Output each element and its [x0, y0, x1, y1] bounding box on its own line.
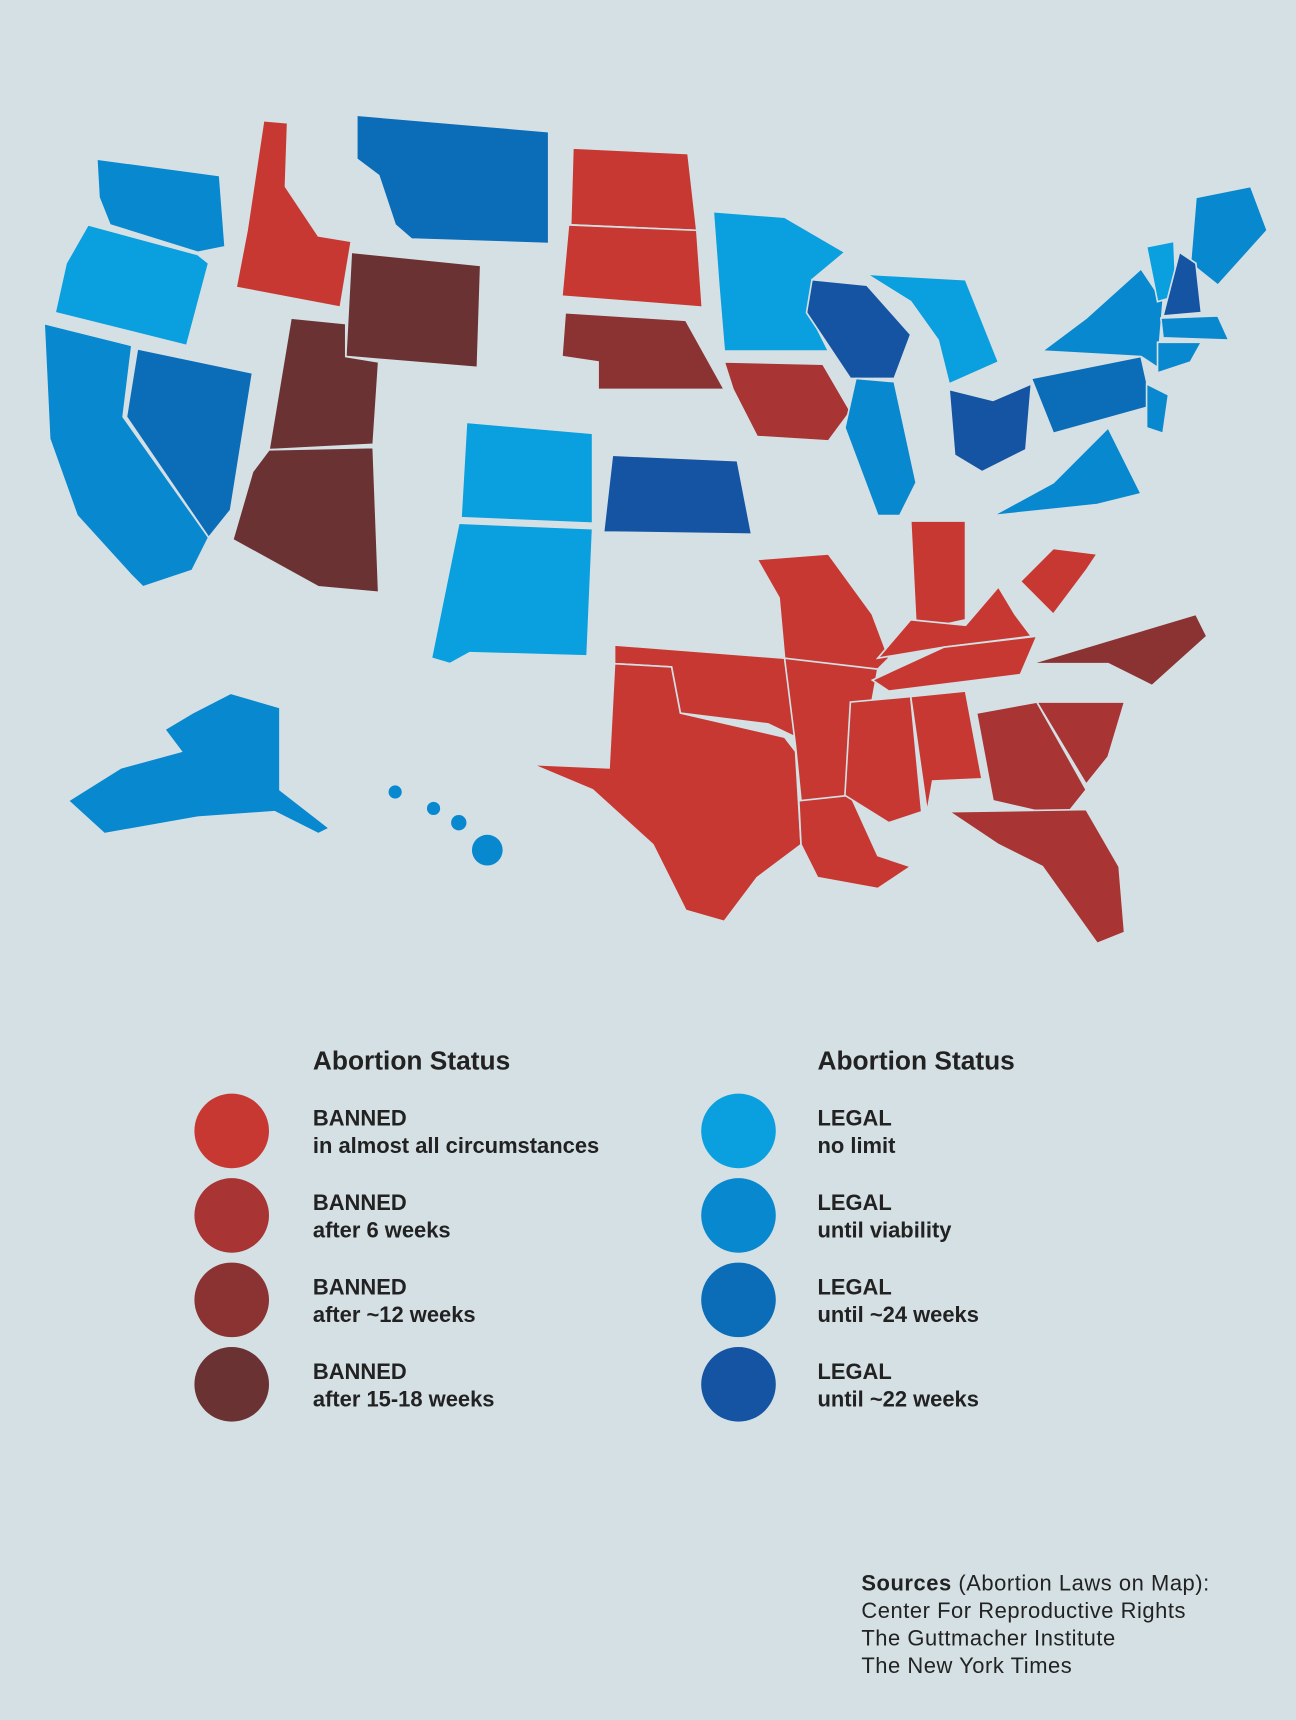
legend-detail: after 6 weeks [313, 1217, 451, 1242]
state [1040, 267, 1164, 369]
legend-swatch [194, 1093, 270, 1169]
state [992, 426, 1143, 517]
state [975, 701, 1088, 819]
state [355, 114, 550, 245]
sources-note: (Abortion Laws on Map): [958, 1571, 1209, 1596]
sources-label: Sources [861, 1571, 951, 1596]
legend-swatch [194, 1178, 270, 1253]
state [844, 695, 923, 824]
state [235, 119, 353, 309]
state [560, 224, 704, 309]
state [1035, 701, 1126, 786]
legend-detail: in almost all circumstances [313, 1133, 599, 1158]
state [1019, 547, 1099, 616]
legend-detail: until ~24 weeks [817, 1302, 978, 1327]
state [430, 522, 594, 665]
legend-swatch [194, 1347, 270, 1422]
legend-detail: after 15-18 weeks [313, 1386, 495, 1411]
island [451, 815, 467, 831]
state [948, 382, 1033, 473]
legend-status: LEGAL [817, 1274, 891, 1299]
legend-swatch [194, 1262, 270, 1338]
source-line: Center For Reproductive Rights [861, 1598, 1186, 1623]
us-map [43, 114, 1269, 945]
state [1189, 185, 1269, 287]
legend-status: BANNED [313, 1359, 407, 1384]
state [805, 278, 912, 380]
island [388, 785, 402, 799]
state [344, 251, 482, 369]
legend: Abortion Status BANNED in almost all circu… [194, 1046, 1015, 1422]
state [231, 446, 380, 594]
legend-detail: after ~12 weeks [313, 1302, 476, 1327]
legend-swatch [701, 1262, 776, 1338]
state [723, 361, 852, 442]
state [561, 311, 726, 391]
state [43, 322, 210, 588]
legend-status: LEGAL [817, 1190, 891, 1215]
state [569, 147, 698, 232]
sources-heading: Sources (Abortion Laws on Map): [861, 1571, 1209, 1596]
state [866, 273, 1000, 386]
state [1145, 382, 1170, 435]
state [1159, 315, 1231, 341]
state [909, 520, 967, 632]
state [531, 662, 802, 923]
state [460, 421, 594, 525]
state [1156, 341, 1203, 375]
source-line: The Guttmacher Institute [861, 1625, 1115, 1650]
state [844, 377, 918, 517]
legend-swatch [701, 1178, 776, 1253]
island [426, 801, 441, 816]
legend-status: LEGAL [817, 1359, 891, 1384]
state [755, 553, 890, 676]
legend-detail: no limit [817, 1133, 896, 1158]
state [946, 808, 1126, 945]
hawaii [388, 785, 503, 866]
legend-status: BANNED [313, 1274, 407, 1299]
state [1031, 613, 1208, 687]
legend-detail: until viability [817, 1217, 952, 1242]
legend-detail: until ~22 weeks [817, 1386, 978, 1411]
state [870, 635, 1039, 692]
source-line: The New York Times [861, 1653, 1072, 1678]
island [471, 834, 503, 866]
state [54, 223, 210, 347]
state [797, 794, 913, 890]
state [1161, 250, 1203, 317]
legend-status: LEGAL [817, 1105, 891, 1130]
legend-title: Abortion Status [313, 1046, 510, 1076]
legend-swatch [701, 1093, 776, 1169]
state [602, 454, 753, 536]
legend-status: BANNED [313, 1105, 407, 1130]
alaska [66, 692, 331, 835]
legend-swatch [701, 1347, 776, 1422]
state [125, 347, 254, 539]
state [909, 690, 984, 812]
legend-status: BANNED [313, 1190, 407, 1215]
legend-title: Abortion Status [817, 1046, 1014, 1076]
state [95, 158, 227, 254]
